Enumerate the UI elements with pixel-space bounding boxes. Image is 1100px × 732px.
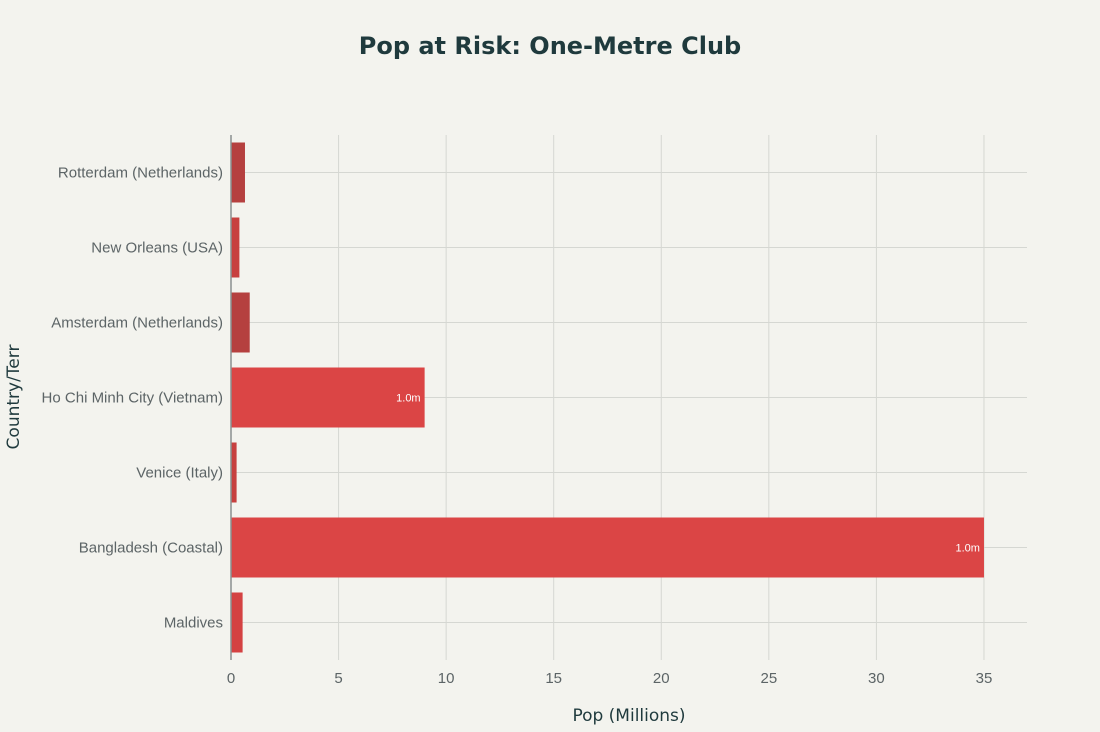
bar [231,142,245,203]
bar [231,592,243,653]
x-tick-label: 25 [760,670,777,687]
category-label: Bangladesh (Coastal) [79,540,223,557]
category-label: New Orleans (USA) [91,240,223,257]
x-tick-label: 0 [227,670,235,687]
x-tick-label: 5 [334,670,342,687]
x-tick-label: 20 [653,670,670,687]
category-label: Amsterdam (Netherlands) [51,315,223,332]
data-label: 1.0m [956,543,980,555]
bar-layer [231,142,984,653]
bar [231,442,237,503]
x-tick-label: 15 [545,670,562,687]
chart-title: Pop at Risk: One-Metre Club [359,32,741,60]
x-tick-label: 30 [868,670,885,687]
label-layer: 0 5 10 15 20 25 30 35 Rotterdam (Netherlands) New… [42,165,993,688]
category-label: Rotterdam (Netherlands) [58,165,223,182]
bar [231,217,240,278]
x-tick-label: 35 [976,670,993,687]
y-axis-title: Country/Terr [4,345,24,450]
data-label: 1.0m [396,393,420,405]
category-label: Venice (Italy) [136,465,223,482]
bar [231,292,250,353]
bar [231,367,425,428]
category-label: Ho Chi Minh City (Vietnam) [42,390,223,407]
bar [231,517,984,578]
category-label: Maldives [164,615,223,632]
x-tick-label: 10 [438,670,455,687]
x-axis-title: Pop (Millions) [572,706,685,726]
